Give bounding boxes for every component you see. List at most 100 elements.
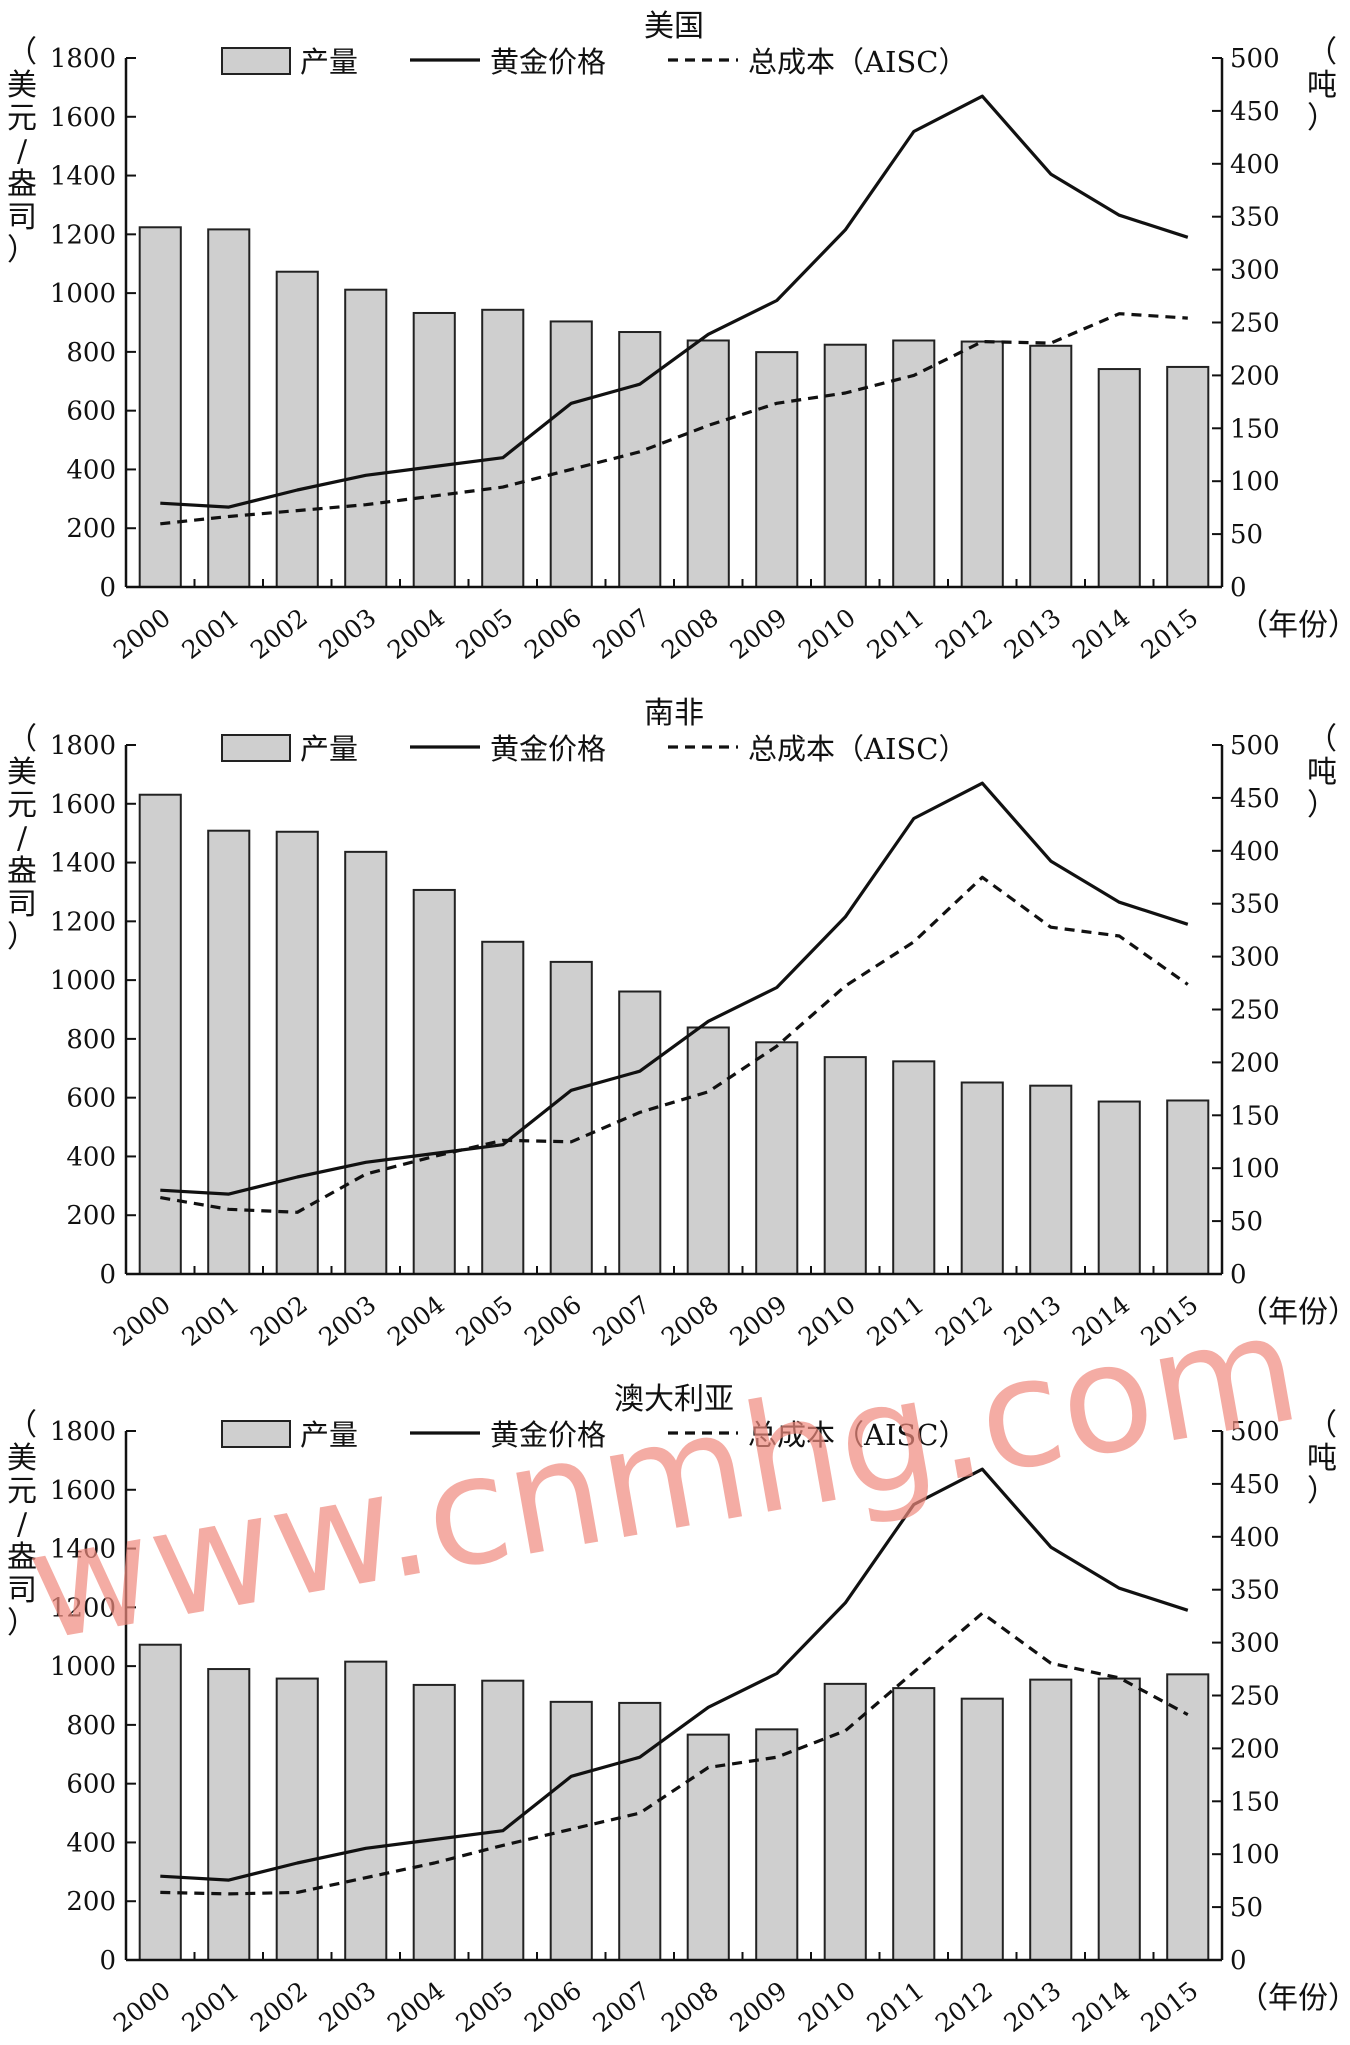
left-axis-label: （美元/盎司） xyxy=(7,722,37,955)
chart-title: 澳大利亚 xyxy=(614,1382,734,1417)
right-tick-label: 350 xyxy=(1230,890,1280,920)
right-tick-label: 50 xyxy=(1230,1207,1263,1237)
x-tick-label: 2010 xyxy=(793,1290,861,1352)
x-tick-label: 2006 xyxy=(519,1290,587,1352)
left-tick-label: 200 xyxy=(66,514,116,544)
legend-label-gold-price: 黄金价格 xyxy=(490,732,606,766)
x-unit-label: （年份） xyxy=(1238,608,1350,643)
x-unit-label: （年份） xyxy=(1238,1981,1350,2016)
left-axis-label: （美元/盎司） xyxy=(7,35,37,268)
bar-production xyxy=(1097,1677,1141,1962)
right-tick-label: 0 xyxy=(1230,1260,1247,1290)
x-tick-label: 2005 xyxy=(450,603,518,665)
legend-label-production: 产量 xyxy=(300,45,358,79)
x-tick-label: 2003 xyxy=(313,603,381,665)
chart-title: 南非 xyxy=(644,696,704,731)
bar-production xyxy=(1029,344,1073,588)
bar-production xyxy=(481,940,525,1276)
bar-production xyxy=(1166,365,1210,588)
x-unit-label: （年份） xyxy=(1238,1295,1350,1330)
left-tick-label: 1600 xyxy=(50,103,116,133)
x-tick-label: 2010 xyxy=(793,603,861,665)
legend: 产量 黄金价格 总成本（AISC） xyxy=(221,45,967,79)
x-tick-label: 2006 xyxy=(519,1976,587,2038)
legend-label-gold-price: 黄金价格 xyxy=(490,45,606,79)
left-axis-label-char: 元 xyxy=(7,101,37,136)
right-axis-label: （吨） xyxy=(1307,35,1337,136)
bar-production xyxy=(960,340,1004,588)
bar-production xyxy=(686,1733,730,1961)
x-tick-label: 2011 xyxy=(861,1976,929,2038)
bar-production xyxy=(618,1701,662,1961)
x-tick-label: 2009 xyxy=(724,1976,792,2038)
right-tick-label: 500 xyxy=(1230,44,1280,74)
left-tick-label: 800 xyxy=(66,1711,116,1741)
bar-production xyxy=(892,339,936,588)
left-tick-label: 800 xyxy=(66,1025,116,1055)
right-axis-label-char: （ xyxy=(1307,35,1337,70)
left-axis-label-char: （ xyxy=(7,722,37,757)
left-tick-label: 1000 xyxy=(50,966,116,996)
x-tick-label: 2007 xyxy=(587,1290,655,1352)
x-tick-label: 2012 xyxy=(930,1976,998,2038)
left-axis-label-char: 元 xyxy=(7,788,37,823)
x-tick-label: 2013 xyxy=(998,1976,1066,2038)
right-tick-label: 350 xyxy=(1230,203,1280,233)
bar-production xyxy=(275,1677,319,1962)
x-tick-label: 2001 xyxy=(176,1290,244,1352)
right-tick-label: 250 xyxy=(1230,996,1280,1026)
right-axis-label-char: （ xyxy=(1307,722,1337,757)
x-tick-label: 2000 xyxy=(108,1290,176,1352)
right-tick-label: 500 xyxy=(1230,731,1280,761)
right-tick-label: 200 xyxy=(1230,1048,1280,1078)
x-tick-label: 2010 xyxy=(793,1976,861,2038)
left-tick-label: 1200 xyxy=(50,907,116,937)
left-axis-label-char: （ xyxy=(7,35,37,70)
right-tick-label: 450 xyxy=(1230,1470,1280,1500)
x-tick-label: 2004 xyxy=(382,603,450,665)
chart-title: 美国 xyxy=(644,9,704,44)
right-tick-label: 100 xyxy=(1230,1840,1280,1870)
bar-production xyxy=(1166,1099,1210,1276)
left-axis-label-char: 美 xyxy=(7,755,37,790)
bar-production xyxy=(1166,1673,1210,1961)
x-tick-label: 2015 xyxy=(1135,1976,1203,2038)
x-tick-label: 2014 xyxy=(1067,1976,1135,2038)
bar-production xyxy=(207,1668,251,1962)
x-tick-label: 2000 xyxy=(108,1976,176,2038)
left-tick-label: 0 xyxy=(99,573,116,603)
bar-production xyxy=(1029,1084,1073,1276)
chart-panel-0: 美国 0 200 400 600 800 1000 1200 1400 1600 1800 0 50 10… xyxy=(7,9,1350,665)
left-tick-label: 600 xyxy=(66,1084,116,1114)
right-tick-label: 150 xyxy=(1230,1101,1280,1131)
left-tick-label: 1200 xyxy=(50,220,116,250)
x-tick-label: 2004 xyxy=(382,1976,450,2038)
bar-production xyxy=(1029,1678,1073,1961)
right-tick-label: 300 xyxy=(1230,1629,1280,1659)
bar-production xyxy=(755,1041,799,1275)
bar-production xyxy=(823,343,867,588)
legend-label-aisc: 总成本（AISC） xyxy=(748,45,967,79)
line-aisc xyxy=(160,312,1188,526)
right-tick-label: 300 xyxy=(1230,943,1280,973)
legend-swatch-production xyxy=(221,1420,291,1448)
left-axis-label-char: 司 xyxy=(7,200,37,235)
left-axis-label-char: / xyxy=(17,134,28,169)
bar-production xyxy=(481,308,525,588)
left-axis-label-char: / xyxy=(17,1507,28,1542)
right-tick-label: 250 xyxy=(1230,1682,1280,1712)
legend-label-production: 产量 xyxy=(300,1418,358,1452)
legend: 产量 黄金价格 总成本（AISC） xyxy=(221,1418,967,1452)
right-tick-label: 250 xyxy=(1230,309,1280,339)
right-tick-label: 450 xyxy=(1230,97,1280,127)
right-axis-label-char: ） xyxy=(1307,1474,1337,1509)
right-tick-label: 500 xyxy=(1230,1417,1280,1447)
bar-production xyxy=(549,320,593,588)
left-axis-label-char: / xyxy=(17,821,28,856)
x-tick-label: 2011 xyxy=(861,1290,929,1352)
chart-panel-1: 南非 0 200 400 600 800 1000 1200 1400 1600 1800 0 50 10… xyxy=(7,696,1350,1352)
right-tick-label: 150 xyxy=(1230,1787,1280,1817)
bar-production xyxy=(412,888,456,1275)
right-tick-label: 0 xyxy=(1230,573,1247,603)
left-tick-label: 1400 xyxy=(50,1535,116,1565)
